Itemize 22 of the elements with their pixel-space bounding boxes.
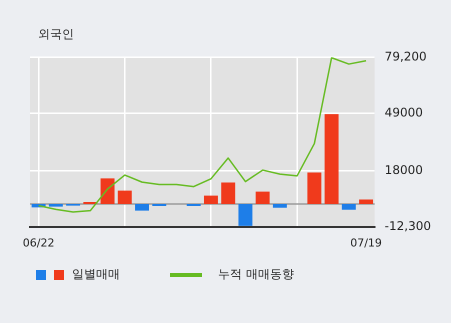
x-tick-label: 06/22 (22, 236, 54, 250)
bar (272, 204, 287, 208)
y-tick-label: 18000 (384, 162, 423, 177)
bar (204, 196, 218, 204)
bar (342, 204, 356, 210)
legend-label: 일별매매 (72, 266, 120, 283)
bar (48, 204, 63, 207)
bar (307, 172, 322, 204)
bar (324, 114, 339, 204)
bar (238, 204, 252, 226)
bar (135, 204, 149, 211)
legend-label: 누적 매매동향 (218, 266, 294, 283)
y-tick-label: 49000 (384, 105, 423, 120)
bar (256, 192, 270, 204)
x-tick-label: 07/19 (350, 236, 382, 250)
bar (100, 178, 115, 204)
y-tick-label: 79,200 (384, 49, 427, 64)
chart-title: 외국인 (38, 26, 74, 43)
bar (359, 200, 374, 204)
bar (221, 182, 236, 204)
y-tick-label: -12,300 (384, 218, 432, 233)
bar (118, 190, 132, 204)
